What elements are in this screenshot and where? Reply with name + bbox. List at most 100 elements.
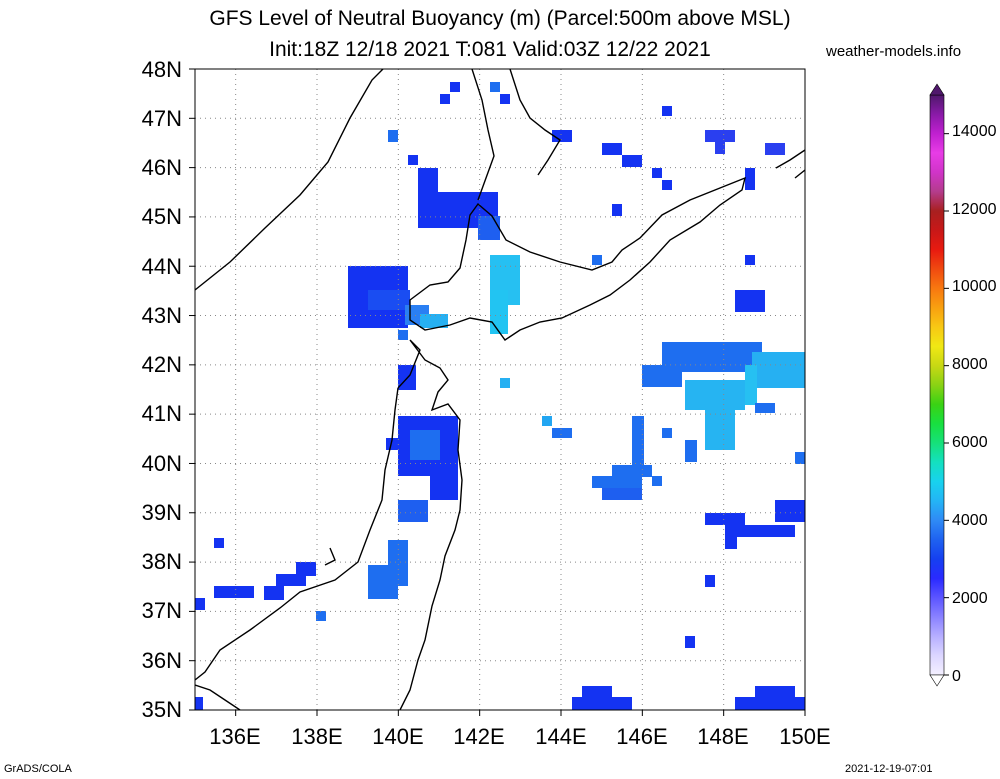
field-cell (745, 168, 755, 190)
lat-label: 43N (141, 303, 182, 328)
field-cell (725, 537, 737, 549)
lat-label: 41N (141, 401, 182, 426)
field-cell (500, 94, 510, 104)
lon-label: 142E (453, 724, 505, 749)
field-cell (705, 513, 745, 525)
field-cell (542, 416, 552, 426)
field-cell (735, 290, 765, 312)
field-cell (368, 565, 398, 599)
title-line-1: GFS Level of Neutral Buoyancy (m) (Parce… (209, 7, 791, 30)
field-cell (572, 697, 632, 710)
field-cell (388, 130, 398, 142)
lat-label: 46N (141, 155, 182, 180)
field-cell (612, 204, 622, 216)
field-cell (602, 488, 642, 500)
coastline-asia (195, 69, 384, 291)
field-cell (662, 428, 672, 438)
field-cell (478, 216, 500, 240)
field-cell (398, 330, 408, 340)
field-cell (408, 155, 418, 165)
lat-label: 40N (141, 451, 182, 476)
field-cell (368, 290, 410, 310)
coastline-peninsula (195, 547, 336, 710)
coastline-hokkaido (409, 176, 747, 341)
coastline-honshu (195, 339, 463, 710)
field-cell (316, 611, 326, 621)
field-cell (765, 143, 785, 155)
colorbar-label: 12000 (952, 201, 997, 218)
colorbar (929, 83, 949, 687)
field-cell (662, 180, 672, 190)
colorbar-label: 8000 (952, 356, 988, 373)
field-cell (775, 500, 805, 522)
field-cell (592, 255, 602, 265)
field-cell (214, 586, 254, 598)
coastlines (195, 69, 805, 710)
field-cell (705, 130, 735, 142)
lat-label: 37N (141, 598, 182, 623)
lon-label: 144E (535, 724, 587, 749)
field-cell (725, 525, 795, 537)
lon-label: 136E (209, 724, 261, 749)
field-cell (715, 142, 725, 154)
field-cell (296, 562, 316, 576)
field-cell (410, 430, 440, 460)
field-cell (430, 470, 458, 500)
field-cell (745, 365, 757, 405)
lat-lon-gridlines (195, 69, 805, 710)
field-cell (500, 378, 510, 388)
field-cell (490, 82, 500, 92)
colorbar-label: 0 (952, 668, 961, 685)
title-line-2: Init:18Z 12/18 2021 T:081 Valid:03Z 12/2… (269, 38, 711, 61)
site-watermark: weather-models.info (826, 43, 962, 60)
field-cell (735, 697, 805, 710)
lon-label: 146E (616, 724, 668, 749)
lon-label: 150E (779, 724, 831, 749)
field-cell (662, 106, 672, 116)
field-cell (195, 598, 205, 610)
footer-timestamp: 2021-12-19-07:01 (845, 763, 933, 775)
field-cell (752, 352, 805, 388)
field-cell (450, 82, 460, 92)
lat-label: 42N (141, 352, 182, 377)
coastline-sakhalin (471, 69, 561, 201)
axis-ticks (189, 68, 806, 716)
field-cell (552, 428, 572, 438)
colorbar-label: 14000 (952, 123, 997, 140)
lat-label: 39N (141, 500, 182, 525)
field-cell (418, 168, 438, 193)
field-cell (420, 314, 448, 328)
lat-label: 45N (141, 204, 182, 229)
colorbar-ticks (944, 133, 949, 676)
field-cell (652, 476, 662, 486)
field-cell (795, 452, 805, 464)
field-cell (490, 290, 508, 334)
field-cell (755, 403, 775, 413)
colorbar-label: 4000 (952, 512, 988, 529)
lon-label: 138E (291, 724, 343, 749)
lon-label: 140E (372, 724, 424, 749)
buoyancy-shaded-field (195, 82, 805, 710)
colorbar-label: 6000 (952, 434, 988, 451)
coastline-kuril (775, 149, 805, 179)
colorbar-bottom-arrow (929, 674, 945, 687)
field-cell (398, 500, 428, 522)
field-cell (685, 636, 695, 648)
footer-software: GrADS/COLA (4, 763, 72, 775)
field-cell (602, 143, 622, 155)
field-cell (705, 575, 715, 587)
field-cell (214, 538, 224, 548)
colorbar-top-arrow (929, 83, 945, 96)
field-cell (386, 438, 400, 450)
field-cell (745, 255, 755, 265)
field-cell (440, 94, 450, 104)
field-cell (276, 574, 306, 586)
lat-label: 35N (141, 697, 182, 722)
field-cell (705, 405, 735, 450)
lon-label: 148E (697, 724, 749, 749)
field-cell (552, 130, 572, 142)
lat-label: 44N (141, 254, 182, 279)
field-cell (592, 476, 642, 488)
field-cell (652, 168, 662, 178)
